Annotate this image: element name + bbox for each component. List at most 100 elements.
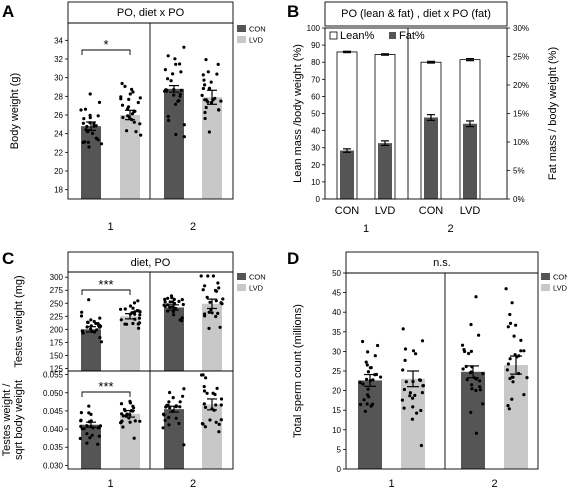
panel-c-sub2-point xyxy=(211,391,215,395)
panel-c-sub2-point xyxy=(79,411,83,415)
panel-d-point xyxy=(420,339,425,343)
panel-c-sub2-point xyxy=(208,418,212,422)
panel-d-point xyxy=(519,338,523,342)
panel-c-sub2-point xyxy=(119,420,123,424)
panel-c-sub1-point xyxy=(208,300,212,304)
panel-c-sub1-point xyxy=(87,298,91,302)
panel-c-sub2-point xyxy=(90,433,94,437)
panel-d-ytick-label: 40 xyxy=(332,308,341,317)
panel-a-ytick-label: 34 xyxy=(54,36,63,45)
panel-c-sub2-ylabel: Testes weight /sqrt body weight xyxy=(1,380,25,460)
panel-c-sub1-point xyxy=(166,309,170,313)
panel-c-sub1-point xyxy=(95,328,99,332)
panel-b-ytick-right-label: 30% xyxy=(513,24,529,33)
panel-a-point xyxy=(120,103,125,107)
panel-c-sub1-sig-stars: *** xyxy=(98,277,113,292)
panel-c-sub2-point xyxy=(87,404,91,408)
panel-d-group-label: 1 xyxy=(388,478,394,489)
panel-b-header-box xyxy=(324,1,508,27)
panel-a-point xyxy=(130,87,134,91)
panel-c-sub2-point xyxy=(171,396,175,400)
panel-d-point xyxy=(513,353,517,357)
panel-c-sub1-point xyxy=(131,306,135,310)
panel-d-header: n.s. xyxy=(433,257,451,269)
panel-d-point xyxy=(358,402,363,407)
panel-c-sub2-point xyxy=(138,419,142,423)
panel-c-sub2-point xyxy=(85,441,89,445)
panel-c-sub2-point xyxy=(132,436,136,440)
panel-a-point xyxy=(201,73,205,77)
panel-c-sub2-sig-bracket xyxy=(81,391,131,397)
panel-d-bar-con-2 xyxy=(461,371,485,469)
panel-b-ytick-right-label: 10% xyxy=(513,138,529,147)
panel-c-sub2-frame xyxy=(67,370,234,470)
panel-b-legend-swatch xyxy=(389,32,396,39)
panel-d-bar-lvd-1 xyxy=(401,378,425,469)
panel-c-sub2-point xyxy=(168,406,172,410)
panel-d-ytick-label: 20 xyxy=(332,387,341,396)
panel-c-sub2-point xyxy=(161,412,166,416)
panel-d-point xyxy=(365,363,369,367)
panel-c-sub2-point xyxy=(168,390,172,395)
panel-c-sub1-ytick-label: 175 xyxy=(50,338,64,347)
panel-a-point xyxy=(138,122,142,126)
panel-c-sub1-ytick-label: 200 xyxy=(50,325,64,334)
panel-c-sub2-point xyxy=(96,426,100,430)
panel-d-point xyxy=(511,380,515,384)
panel-c-sub1-point xyxy=(166,303,170,307)
panel-a-point xyxy=(178,92,182,96)
panel-a-point xyxy=(200,93,204,97)
panel-d-point xyxy=(418,378,422,382)
panel-a-legend-label: LVD xyxy=(249,36,264,45)
panel-d-point xyxy=(366,387,370,391)
panel-b-ytick-label: 0 xyxy=(316,195,321,204)
panel-a-point xyxy=(123,84,127,88)
panel-d-point xyxy=(510,301,514,305)
panel-d-point xyxy=(401,327,405,331)
panel-c-sub1-point xyxy=(119,318,123,322)
panel-d-point xyxy=(419,408,423,413)
panel-d-point xyxy=(361,382,365,386)
panel-a-point xyxy=(179,70,183,74)
panel-b-ytick-label: 10 xyxy=(311,178,320,187)
panel-d-ytick-label: 0 xyxy=(337,465,342,474)
panel-d-point xyxy=(514,323,518,327)
panel-a-point xyxy=(203,83,207,87)
panel-a-point xyxy=(171,72,175,76)
panel-a-point xyxy=(166,77,170,81)
panel-c-sub1-point xyxy=(171,309,175,314)
panel-a-point xyxy=(97,100,102,104)
panel-a-point xyxy=(126,114,130,118)
panel-a-ytick-label: 26 xyxy=(54,111,63,120)
panel-c-sub2-point xyxy=(163,418,167,422)
panel-c-sub2-point xyxy=(78,436,82,441)
panel-c-sub2-point xyxy=(217,422,221,426)
panel-c-sub2-point xyxy=(87,411,91,415)
panel-c-sub1-point xyxy=(180,298,184,302)
panel-a-point xyxy=(182,45,186,49)
panel-c-sub1-point xyxy=(216,281,220,285)
panel-c-sub1-point xyxy=(123,322,127,326)
panel-c-sub2-ytick-label: 0.035 xyxy=(43,443,64,452)
panel-c-sub2-sig-stars: *** xyxy=(98,379,113,394)
panel-d-point xyxy=(474,295,478,299)
panel-a-plot-frame xyxy=(67,22,234,200)
panel-c-sub2-bar-lvd-2 xyxy=(202,404,222,469)
panel-a-point xyxy=(178,62,182,66)
panel-d-point xyxy=(470,387,474,391)
panel-a-point xyxy=(182,135,186,139)
panel-b-group-label: 1 xyxy=(363,223,369,235)
panel-d-point xyxy=(519,349,523,353)
panel-d-point xyxy=(408,394,412,398)
panel-c-sub1-point xyxy=(181,302,185,307)
panel-d-point xyxy=(421,384,425,388)
panel-c-sub1-sig-bracket xyxy=(81,289,131,295)
panel-b-ytick-label: 30 xyxy=(311,144,320,153)
panel-c-sub1-point xyxy=(173,306,178,310)
panel-c-sub1-point xyxy=(169,294,174,298)
panel-a-point xyxy=(217,108,221,112)
panel-d-point xyxy=(474,431,478,435)
panel-c-sub1-point xyxy=(206,274,210,278)
panel-d-ytick-label: 30 xyxy=(332,347,341,356)
panel-a-point xyxy=(201,86,205,91)
